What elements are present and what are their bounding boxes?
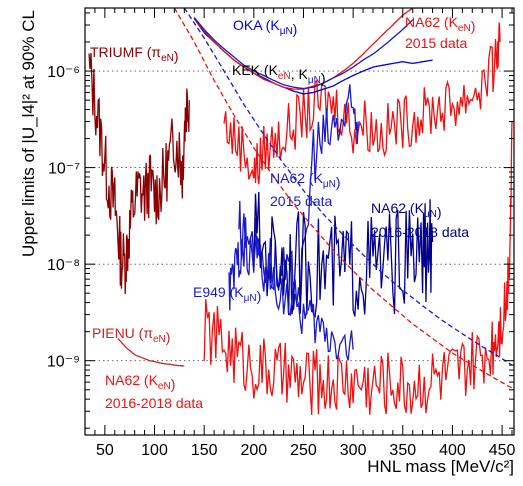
series-group (88, 8, 513, 415)
x-tick-label: 450 (489, 442, 516, 459)
x-axis-title: HNL mass [MeV/c²] (367, 457, 514, 476)
y-tick-label: 10⁻⁶ (47, 64, 80, 81)
label-na62-ken-2016: NA62 (KeN) (105, 372, 175, 392)
plot-frame (84, 7, 515, 436)
label-na62-kmun-2016-line2: 2016-2018 data (371, 224, 469, 240)
annotations: TRIUMF (πeN) OKA (KμN) KEK (KeN, KμN) NA62 … (90, 14, 475, 411)
y-tick-label: 10⁻⁹ (47, 354, 80, 371)
label-kek: KEK (KeN, KμN) (232, 62, 325, 86)
label-na62-ken-2015-line2: 2015 data (405, 35, 467, 51)
label-na62-kmun-2016: NA62 (KμN) (371, 200, 442, 220)
label-na62-kmun-2015-line2: 2015 data (270, 193, 332, 209)
series-line-8 (193, 8, 433, 90)
x-tick-label: 400 (439, 442, 466, 459)
series-line-11 (183, 8, 513, 366)
label-na62-ken-2015: NA62 (KeN) (405, 14, 475, 34)
series-line-9 (193, 16, 414, 90)
series-line-10 (173, 8, 513, 389)
label-pienu: PIENU (πeN) (92, 325, 170, 345)
y-tick-label: 10⁻⁷ (48, 161, 80, 178)
y-tick-label: 10⁻⁸ (47, 257, 80, 274)
label-oka: OKA (KμN) (233, 17, 297, 37)
label-triumf: TRIUMF (πeN) (90, 44, 179, 64)
series-line-1 (117, 338, 185, 367)
x-tick-label: 300 (340, 442, 367, 459)
x-tick-label: 250 (290, 442, 317, 459)
series-line-4 (253, 191, 434, 319)
series-line-0 (88, 53, 190, 295)
y-axis-title: Upper limits of |U_l4|² at 90% CL (19, 10, 38, 257)
axes: 50 100 150 200 250 300 350 400 450 10⁻⁹ 10⁻⁸ 10⁻⁷ 10… (19, 8, 516, 476)
series-line-5 (203, 121, 513, 415)
x-tick-label: 200 (240, 442, 267, 459)
x-tick-label: 350 (389, 442, 416, 459)
series-line-2 (223, 22, 501, 185)
series-line-6 (228, 213, 354, 361)
label-na62-ken-2016-line2: 2016-2018 data (105, 395, 203, 411)
x-tick-label: 150 (191, 442, 218, 459)
label-e949: E949 (KμN) (193, 284, 261, 304)
x-tick-label: 50 (96, 442, 114, 459)
x-tick-label: 100 (141, 442, 168, 459)
label-na62-kmun-2015: NA62 (KμN) (270, 170, 341, 190)
